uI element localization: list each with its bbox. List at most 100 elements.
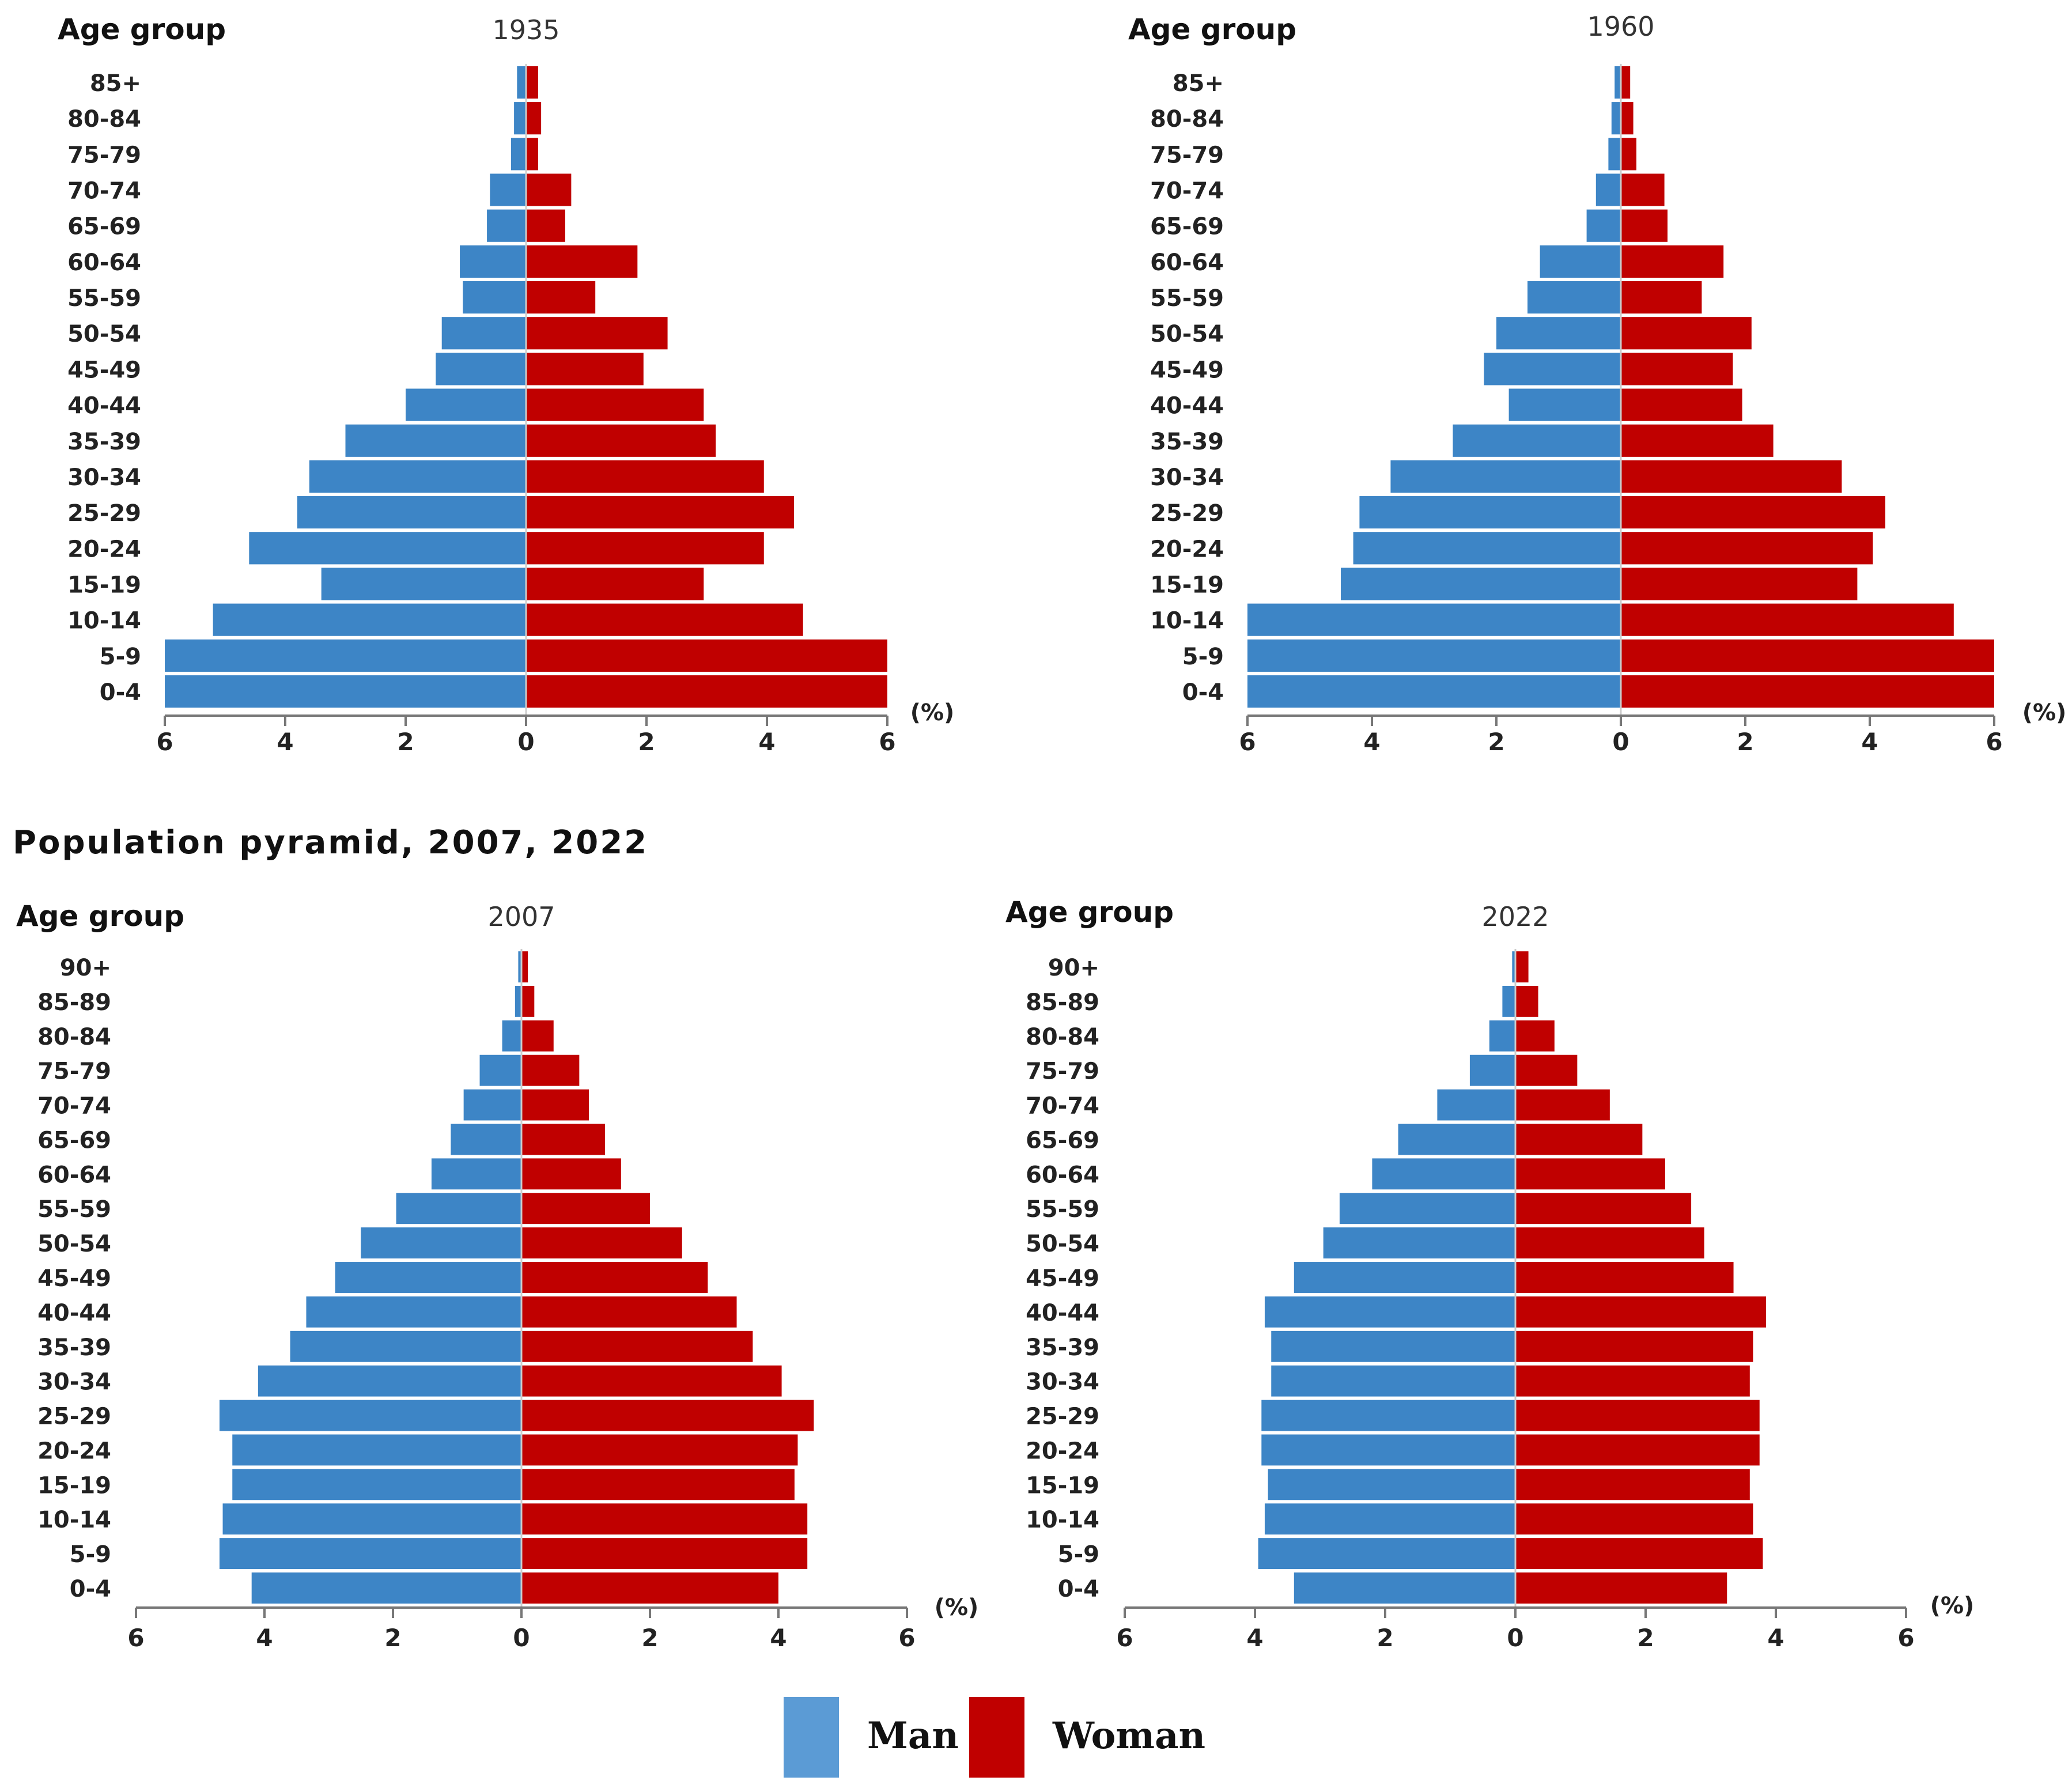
bar-woman-65-69 xyxy=(526,209,565,242)
bar-woman-45-49 xyxy=(1621,353,1733,385)
age-label-30-34: 30-34 xyxy=(37,1369,111,1396)
bar-woman-20-24 xyxy=(521,1434,798,1466)
bar-man-80-84 xyxy=(514,102,526,135)
bar-man-45-49 xyxy=(1484,353,1621,385)
bar-woman-45-49 xyxy=(526,353,644,385)
age-label-30-34: 30-34 xyxy=(67,464,141,491)
age-label-15-19: 15-19 xyxy=(1150,572,1224,598)
age-label-60-64: 60-64 xyxy=(67,249,141,276)
age-label-35-39: 35-39 xyxy=(1150,429,1224,455)
bar-man-80-84 xyxy=(502,1020,521,1052)
age-label-40-44: 40-44 xyxy=(67,393,141,419)
bar-woman-90+ xyxy=(1515,951,1529,982)
age-label-65-69: 65-69 xyxy=(1150,214,1224,240)
bar-woman-20-24 xyxy=(1621,532,1873,565)
bar-man-15-19 xyxy=(321,568,526,600)
age-label-45-49: 45-49 xyxy=(1150,357,1224,383)
age-label-10-14: 10-14 xyxy=(1026,1507,1099,1533)
x-tick-label: 0 xyxy=(513,1624,530,1652)
bar-man-30-34 xyxy=(1271,1365,1515,1397)
x-tick-label: 2 xyxy=(1637,1624,1654,1652)
legend-swatch-woman xyxy=(969,1697,1024,1778)
age-label-35-39: 35-39 xyxy=(67,429,141,455)
x-tick-label: 6 xyxy=(1239,728,1256,756)
x-tick-label: 2 xyxy=(1488,728,1504,756)
age-label-55-59: 55-59 xyxy=(67,285,141,312)
bar-woman-10-14 xyxy=(1621,603,1954,636)
bar-woman-40-44 xyxy=(521,1296,737,1328)
x-tick-label: 4 xyxy=(277,728,293,756)
bar-man-5-9 xyxy=(219,1538,521,1570)
bar-woman-30-34 xyxy=(521,1365,782,1397)
bar-man-75-79 xyxy=(511,138,526,171)
bar-man-75-79 xyxy=(1608,138,1621,171)
bar-woman-15-19 xyxy=(1621,568,1858,600)
bar-man-55-59 xyxy=(1527,281,1621,314)
bar-man-15-19 xyxy=(232,1469,521,1500)
bar-woman-85+ xyxy=(1621,66,1631,99)
age-label-85-89: 85-89 xyxy=(37,989,111,1016)
bar-man-75-79 xyxy=(479,1054,521,1086)
bar-woman-5-9 xyxy=(1621,639,1994,672)
bar-man-35-39 xyxy=(1271,1330,1515,1362)
bar-man-10-14 xyxy=(1247,603,1621,636)
bar-woman-55-59 xyxy=(526,281,596,314)
bar-man-25-29 xyxy=(219,1400,521,1431)
bar-man-90+ xyxy=(518,951,521,982)
age-label-55-59: 55-59 xyxy=(1026,1196,1099,1223)
bar-man-30-34 xyxy=(309,460,526,493)
age-label-20-24: 20-24 xyxy=(1150,536,1224,562)
bar-woman-35-39 xyxy=(1515,1330,1753,1362)
age-label-40-44: 40-44 xyxy=(1026,1300,1099,1326)
bar-man-70-74 xyxy=(490,173,526,206)
x-tick-label: 4 xyxy=(1246,1624,1263,1652)
bar-woman-55-59 xyxy=(1515,1193,1692,1224)
legend-label-man: Man xyxy=(867,1714,959,1757)
age-label-85-89: 85-89 xyxy=(1026,989,1099,1016)
x-tick-label: 2 xyxy=(397,728,414,756)
age-label-50-54: 50-54 xyxy=(1026,1231,1099,1257)
bar-man-90+ xyxy=(1512,951,1515,982)
age-label-20-24: 20-24 xyxy=(67,536,141,562)
bar-woman-75-79 xyxy=(526,138,538,171)
bar-man-85-89 xyxy=(515,985,521,1017)
x-tick-label: 2 xyxy=(638,728,655,756)
bar-man-85+ xyxy=(1615,66,1621,99)
age-label-20-24: 20-24 xyxy=(1026,1438,1099,1464)
bar-woman-15-19 xyxy=(521,1469,795,1500)
bar-woman-90+ xyxy=(521,951,528,982)
age-label-40-44: 40-44 xyxy=(37,1300,111,1326)
bar-woman-35-39 xyxy=(526,424,716,457)
bar-woman-60-64 xyxy=(1515,1158,1665,1190)
bar-man-40-44 xyxy=(306,1296,521,1328)
x-tick-label: 6 xyxy=(127,1624,144,1652)
bar-woman-30-34 xyxy=(526,460,764,493)
bar-man-20-24 xyxy=(1353,532,1621,565)
bar-woman-80-84 xyxy=(1621,102,1634,135)
bar-man-55-59 xyxy=(463,281,526,314)
age-label-20-24: 20-24 xyxy=(37,1438,111,1464)
bar-woman-10-14 xyxy=(521,1503,808,1535)
age-label-55-59: 55-59 xyxy=(1150,285,1224,312)
bar-man-10-14 xyxy=(222,1503,521,1535)
bar-woman-0-4 xyxy=(526,675,887,708)
age-label-0-4: 0-4 xyxy=(70,1576,111,1602)
chart-title: 1960 xyxy=(1587,11,1654,42)
bar-woman-25-29 xyxy=(526,496,795,529)
bar-man-70-74 xyxy=(1437,1089,1515,1121)
bar-man-20-24 xyxy=(232,1434,521,1466)
bar-woman-20-24 xyxy=(1515,1434,1760,1466)
age-label-25-29: 25-29 xyxy=(1150,500,1224,527)
age-label-5-9: 5-9 xyxy=(70,1541,111,1568)
x-tick-label: 0 xyxy=(1507,1624,1523,1652)
bar-man-65-69 xyxy=(1586,209,1621,242)
bar-woman-30-34 xyxy=(1515,1365,1750,1397)
bar-man-0-4 xyxy=(1294,1572,1515,1604)
bar-woman-55-59 xyxy=(1621,281,1702,314)
bar-woman-0-4 xyxy=(1515,1572,1727,1604)
age-label-0-4: 0-4 xyxy=(1058,1576,1099,1602)
x-tick-label: 0 xyxy=(517,728,534,756)
bar-woman-35-39 xyxy=(521,1330,753,1362)
bar-woman-85+ xyxy=(526,66,538,99)
